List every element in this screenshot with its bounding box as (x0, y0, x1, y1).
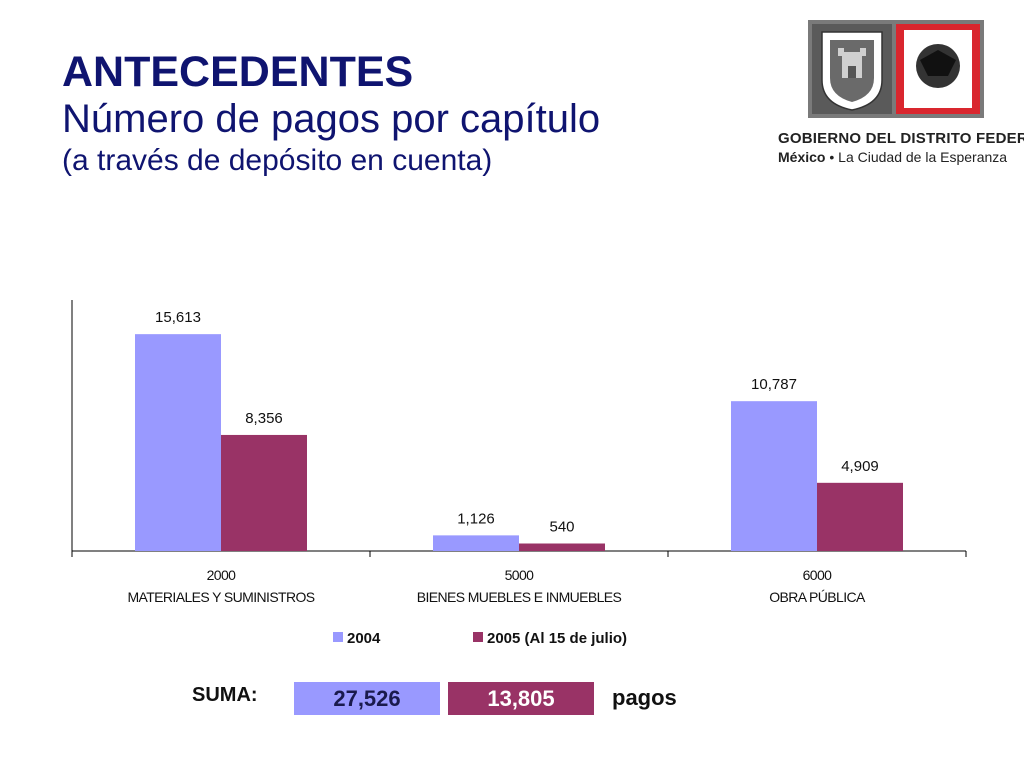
bar-2004-2000 (135, 334, 221, 551)
x-tick-label: 5000 (505, 567, 535, 583)
bar-2005-5000 (519, 543, 605, 551)
bar-2005-6000 (817, 482, 903, 551)
page-title: ANTECEDENTES (62, 48, 414, 96)
slide-title: ANTECEDENTES Número de pagos por capítul… (62, 48, 762, 180)
page-subtitle: Número de pagos por capítulo (62, 97, 601, 141)
bar-chart: 15,613 8,356 2000 MATERIALES Y SUMINISTROS 1… (71, 300, 967, 647)
bar-2004-5000 (433, 535, 519, 551)
page-note: (a través de depósito en cuenta) (62, 144, 493, 177)
x-tick-label: MATERIALES Y SUMINISTROS (127, 589, 314, 605)
data-label: 1,126 (457, 510, 495, 527)
sum-2004-box: 27,526 (294, 682, 440, 715)
data-label: 15,613 (155, 309, 201, 326)
legend-swatch (333, 632, 343, 642)
org-motto: México • La Ciudad de la Esperanza (778, 149, 1007, 165)
x-tick-label: 2000 (207, 567, 237, 583)
data-label: 10,787 (751, 376, 797, 393)
bar-2004-6000 (731, 401, 817, 551)
x-tick-label: BIENES MUEBLES E INMUEBLES (417, 589, 622, 605)
legend-label: 2004 (347, 630, 381, 647)
bar-2005-2000 (221, 434, 307, 551)
x-tick-label: OBRA PÚBLICA (769, 589, 866, 605)
sum-unit: pagos (612, 685, 677, 710)
gdf-logo (808, 20, 984, 118)
data-label: 8,356 (245, 410, 283, 427)
legend-swatch (473, 632, 483, 642)
x-tick-label: 6000 (803, 567, 833, 583)
sum-label: SUMA: (192, 684, 258, 706)
sum-2005-box: 13,805 (448, 682, 594, 715)
data-label: 4,909 (841, 458, 879, 475)
data-label: 540 (549, 519, 574, 536)
motto-rest: La Ciudad de la Esperanza (838, 149, 1008, 165)
gdf-emblem-icon (808, 20, 984, 118)
motto-bold: México (778, 149, 826, 165)
motto-separator: • (825, 149, 839, 165)
legend-label: 2005 (Al 15 de julio) (487, 630, 627, 647)
org-name: GOBIERNO DEL DISTRITO FEDERAL (778, 130, 1024, 147)
